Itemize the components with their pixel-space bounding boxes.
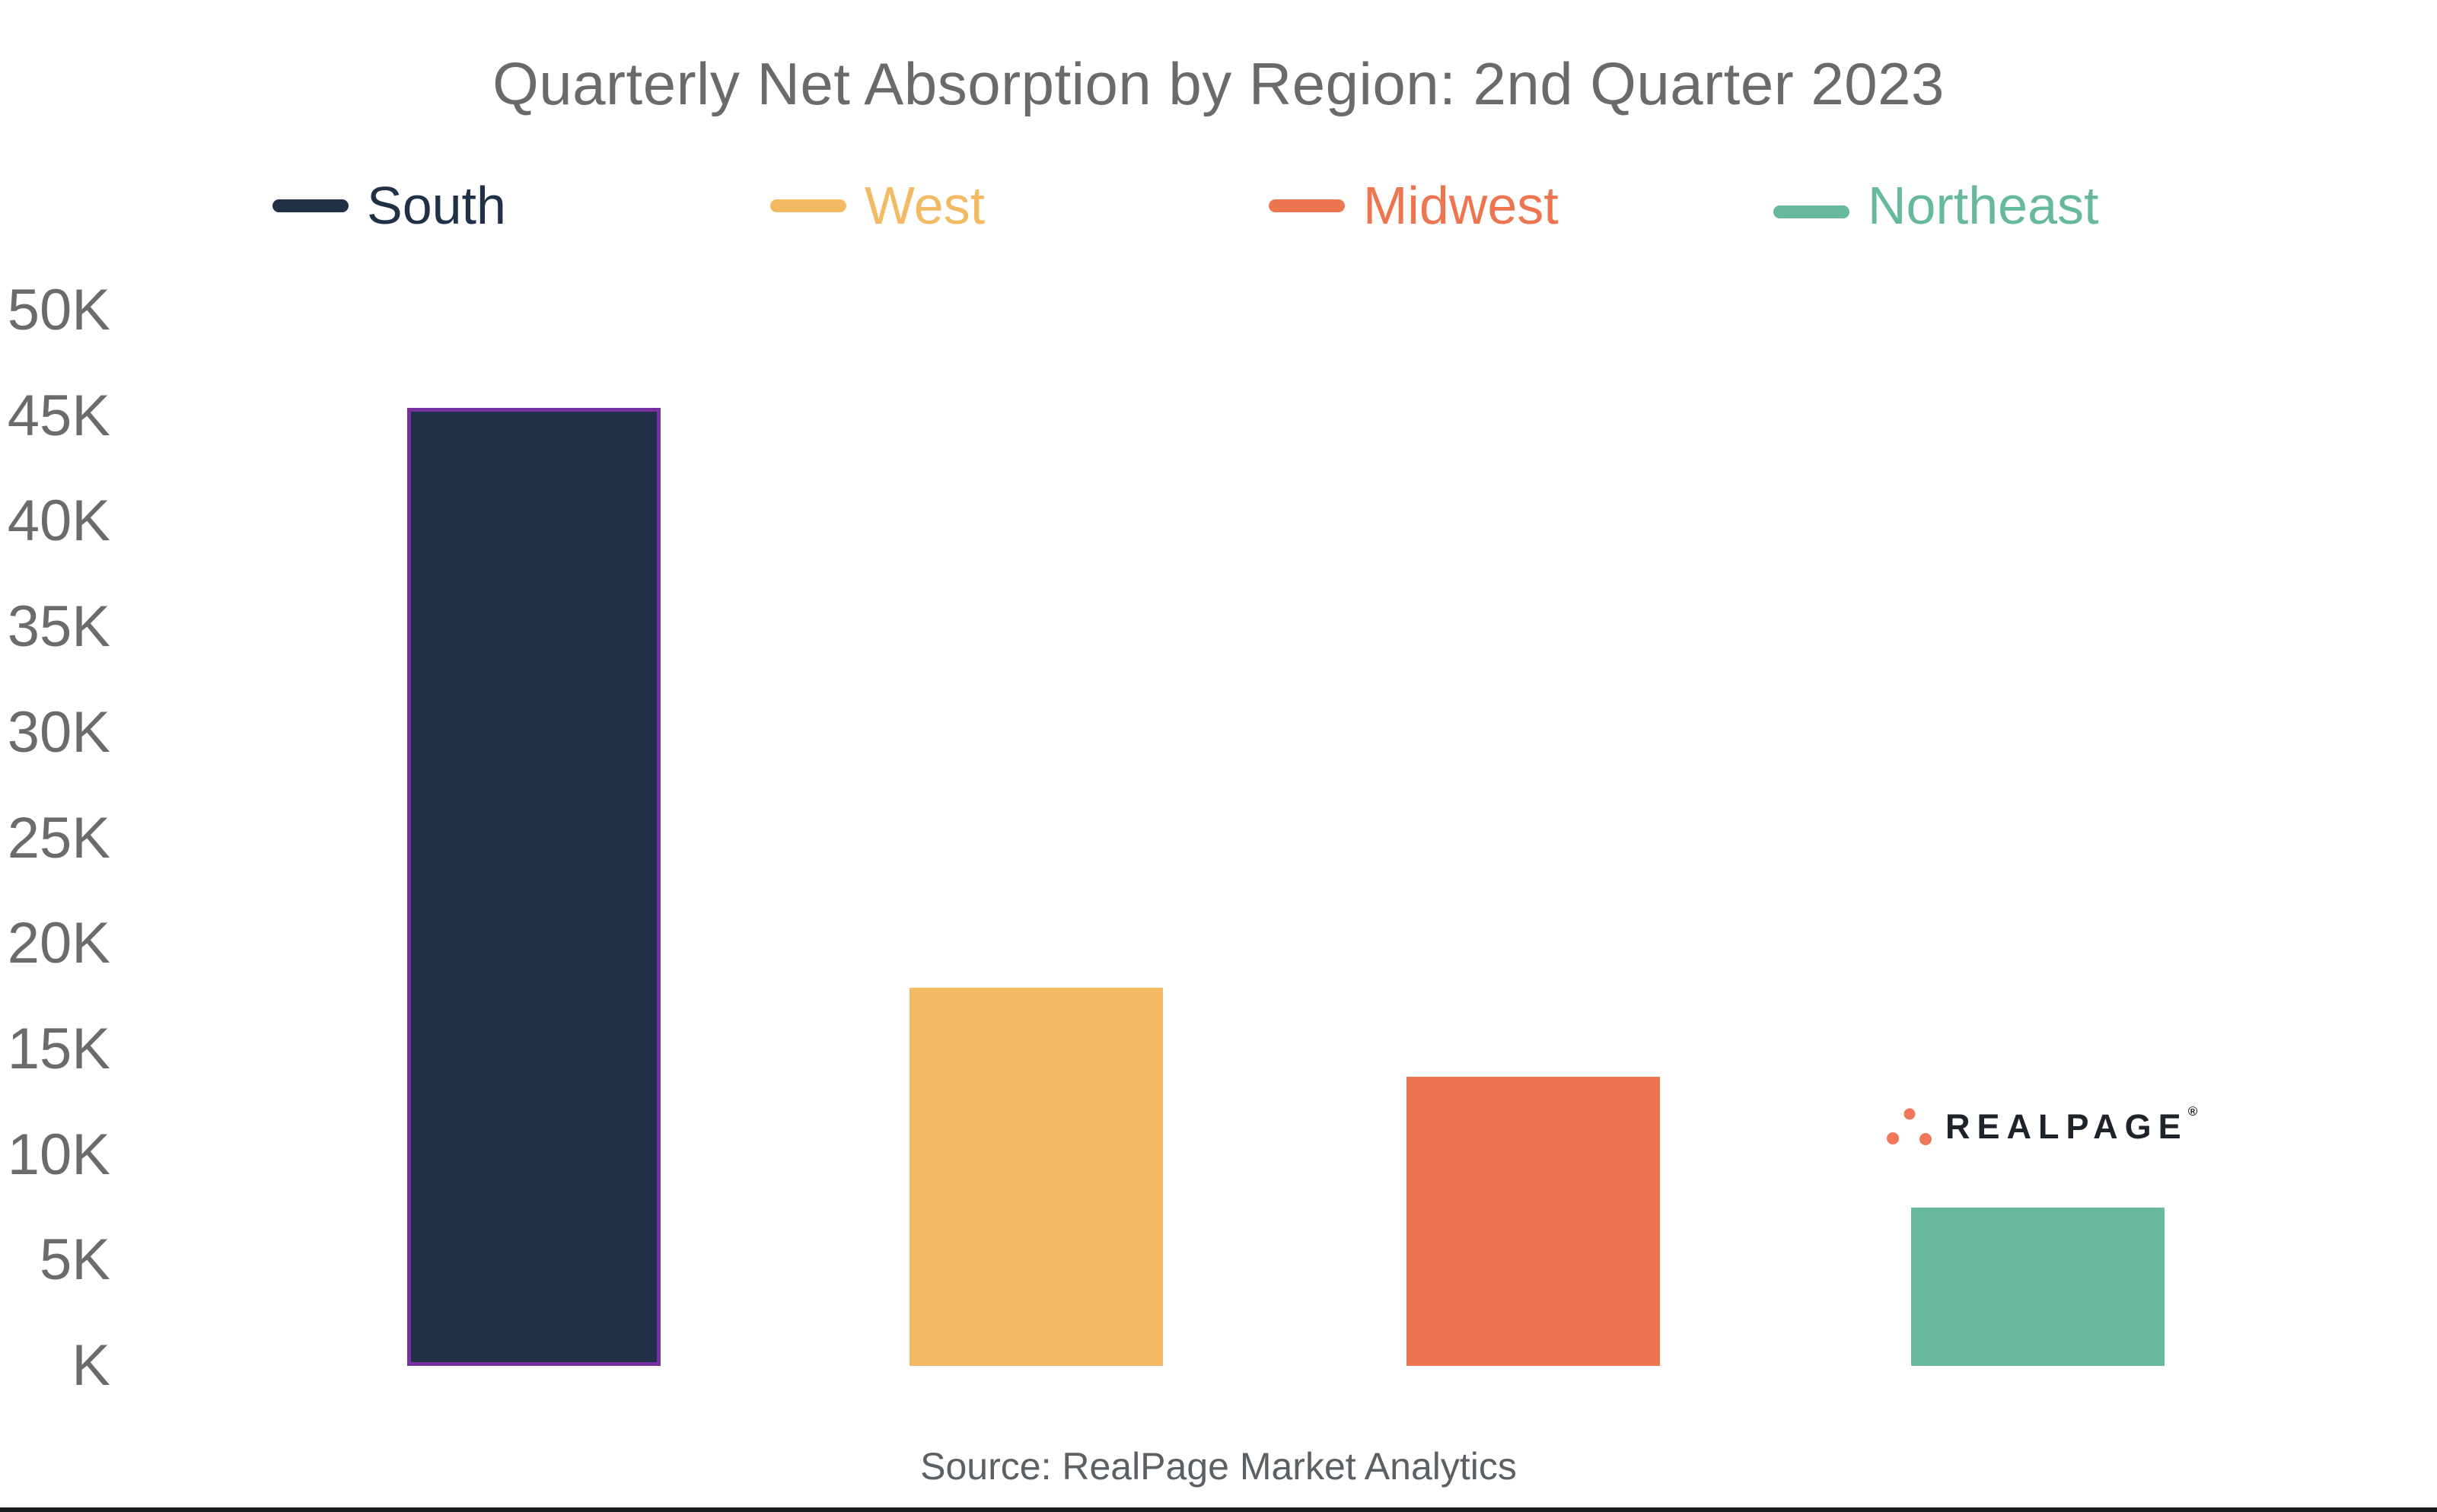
y-tick-50k: 50K xyxy=(7,278,110,342)
legend-label: Midwest xyxy=(1363,176,1559,235)
y-tick-5k: 5K xyxy=(40,1227,110,1293)
bar-northeast[interactable] xyxy=(1911,1207,2165,1366)
y-tick-35k: 35K xyxy=(7,594,110,660)
y-tick-k: K xyxy=(72,1333,110,1398)
legend-swatch-west xyxy=(770,199,846,212)
legend-swatch-south xyxy=(272,199,349,212)
bottom-border-line xyxy=(0,1507,2437,1512)
y-tick-20k: 20K xyxy=(7,911,110,976)
bar-south[interactable] xyxy=(407,407,661,1366)
legend-item-west[interactable]: West xyxy=(770,166,985,245)
chart-title: Quarterly Net Absorption by Region: 2nd … xyxy=(492,50,1945,117)
registered-mark: ® xyxy=(2187,1104,2198,1119)
legend-swatch-northeast xyxy=(1773,205,1849,218)
realpage-logo: REALPAGE® xyxy=(1886,1103,2197,1148)
legend-label: Northeast xyxy=(1868,176,2099,235)
bar-west[interactable] xyxy=(909,988,1163,1366)
y-tick-40k: 40K xyxy=(7,489,110,554)
source-caption: Source: RealPage Market Analytics xyxy=(920,1445,1517,1488)
y-tick-30k: 30K xyxy=(7,699,110,765)
legend-item-south[interactable]: South xyxy=(272,166,506,245)
legend-swatch-midwest xyxy=(1269,199,1345,212)
bar-midwest[interactable] xyxy=(1406,1076,1660,1366)
legend-label: West xyxy=(865,176,986,235)
legend-item-northeast[interactable]: Northeast xyxy=(1773,166,2098,245)
realpage-logo-text: REALPAGE® xyxy=(1945,1104,2198,1146)
legend-label: South xyxy=(367,176,506,235)
y-tick-15k: 15K xyxy=(7,1016,110,1081)
realpage-dots-icon xyxy=(1887,1108,1932,1145)
y-tick-25k: 25K xyxy=(7,805,110,871)
legend-item-midwest[interactable]: Midwest xyxy=(1269,166,1559,245)
y-tick-45k: 45K xyxy=(7,383,110,448)
y-tick-10k: 10K xyxy=(7,1122,110,1187)
